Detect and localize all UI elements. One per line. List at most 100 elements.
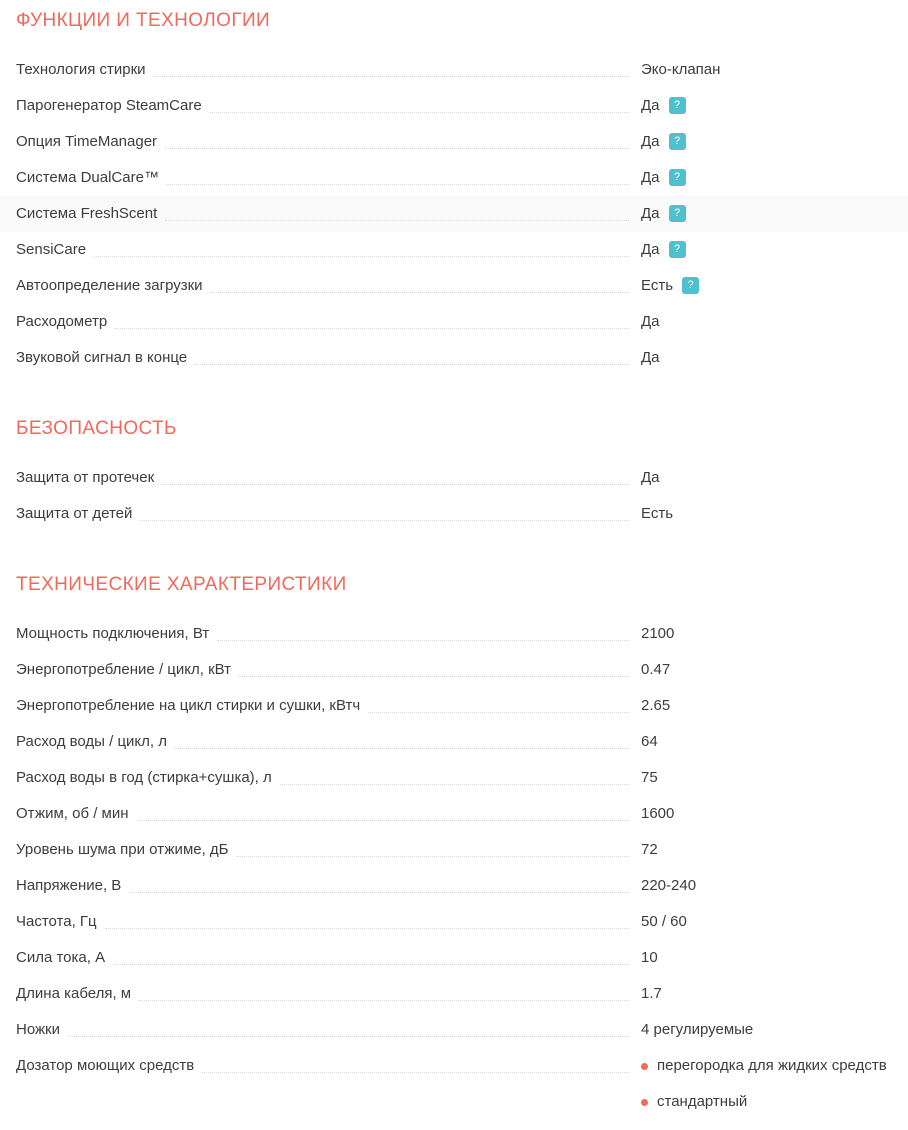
help-icon[interactable]: ?	[668, 96, 686, 114]
spec-row: Расход воды / цикл, л 64	[0, 724, 908, 760]
spec-value-text: Есть	[641, 277, 674, 294]
dotted-leader	[210, 268, 629, 293]
spec-value: Да?	[641, 232, 892, 268]
spec-label: Парогенератор SteamCare	[16, 97, 202, 114]
spec-row: Дозатор моющих средств перегородка для жи…	[0, 1048, 908, 1120]
spec-value: 50 / 60	[641, 904, 892, 940]
dotted-leader	[129, 868, 629, 893]
spec-sections-container: ФУНКЦИИ И ТЕХНОЛОГИИ Технология стирки Эко…	[0, 10, 908, 1120]
dotted-leader	[140, 496, 629, 521]
spec-value-text: Да	[641, 133, 660, 150]
help-icon[interactable]: ?	[668, 240, 686, 258]
spec-value: перегородка для жидких средств стандартны…	[641, 1048, 892, 1120]
spec-value: Да?	[641, 88, 892, 124]
spec-label: Технология стирки	[16, 61, 146, 78]
bullet-icon	[641, 1062, 648, 1070]
spec-value: 220-240	[641, 868, 892, 904]
spec-value: Да?	[641, 160, 892, 196]
spec-row: Энергопотребление / цикл, кВт 0.47	[0, 652, 908, 688]
spec-value-text: 72	[641, 841, 658, 858]
spec-label: Расход воды / цикл, л	[16, 733, 168, 750]
spec-value-text: 50 / 60	[641, 913, 687, 930]
spec-value: 4 регулируемые	[641, 1012, 892, 1048]
spec-row: Звуковой сигнал в конце Да	[0, 340, 908, 376]
section-title: ФУНКЦИИ И ТЕХНОЛОГИИ	[16, 10, 271, 31]
spec-row: Защита от протечек Да	[0, 460, 908, 496]
dotted-leader	[239, 652, 629, 677]
spec-value-text: перегородка для жидких средств	[657, 1057, 887, 1074]
help-icon[interactable]: ?	[668, 204, 686, 222]
spec-value-text: 2.65	[641, 697, 671, 714]
spec-label: Энергопотребление / цикл, кВт	[16, 661, 232, 678]
spec-value: 1.7	[641, 976, 892, 1012]
spec-row: Парогенератор SteamCare Да?	[0, 88, 908, 124]
bullet-icon	[641, 1098, 648, 1106]
dotted-leader	[115, 304, 629, 329]
dotted-leader	[236, 832, 629, 857]
spec-label: Защита от детей	[16, 505, 133, 522]
dotted-leader	[165, 124, 629, 149]
spec-value-text: Да	[641, 313, 660, 330]
spec-value-text: Да	[641, 169, 660, 186]
help-icon[interactable]: ?	[668, 132, 686, 150]
spec-label: Расходометр	[16, 313, 108, 330]
spec-label: Система DualCare™	[16, 169, 159, 186]
spec-value: 1600	[641, 796, 892, 832]
dotted-leader	[153, 52, 629, 77]
dotted-leader	[104, 904, 629, 929]
spec-value: 72	[641, 832, 892, 868]
spec-row: Расход воды в год (стирка+сушка), л 75	[0, 760, 908, 796]
spec-value-text: 1.7	[641, 985, 662, 1002]
spec-value-list-item: перегородка для жидких средств	[641, 1048, 892, 1084]
spec-label: Частота, Гц	[16, 913, 97, 930]
spec-value: 75	[641, 760, 892, 796]
spec-value-text: 220-240	[641, 877, 697, 894]
spec-section: БЕЗОПАСНОСТЬ Защита от протечек Да Защита о…	[0, 418, 908, 532]
spec-value: Да?	[641, 124, 892, 160]
spec-label: Длина кабеля, м	[16, 985, 132, 1002]
spec-value-text: Есть	[641, 505, 674, 522]
spec-row: Система DualCare™ Да?	[0, 160, 908, 196]
spec-label: Ножки	[16, 1021, 60, 1038]
spec-value: Эко-клапан	[641, 52, 892, 88]
spec-value-text: Эко-клапан	[641, 61, 721, 78]
dotted-leader	[217, 616, 629, 641]
dotted-leader	[175, 724, 629, 749]
spec-label: Система FreshScent	[16, 205, 158, 222]
spec-row: Защита от детей Есть	[0, 496, 908, 532]
spec-label: Мощность подключения, Вт	[16, 625, 210, 642]
spec-row: Сила тока, А 10	[0, 940, 908, 976]
spec-label: Дозатор моющих средств	[16, 1057, 195, 1074]
spec-value: Есть?	[641, 268, 892, 304]
spec-value: Да	[641, 460, 892, 496]
dotted-leader	[94, 232, 629, 257]
spec-value-text: 1600	[641, 805, 675, 822]
spec-row: Расходометр Да	[0, 304, 908, 340]
spec-value: 2100	[641, 616, 892, 652]
spec-section: ФУНКЦИИ И ТЕХНОЛОГИИ Технология стирки Эко…	[0, 10, 908, 376]
spec-row: SensiCare Да?	[0, 232, 908, 268]
spec-value-text: Да	[641, 205, 660, 222]
dotted-leader	[139, 976, 629, 1001]
spec-label: Защита от протечек	[16, 469, 155, 486]
spec-label: Звуковой сигнал в конце	[16, 349, 188, 366]
spec-value-text: 2100	[641, 625, 675, 642]
spec-row: Частота, Гц 50 / 60	[0, 904, 908, 940]
section-title: ТЕХНИЧЕСКИЕ ХАРАКТЕРИСТИКИ	[16, 574, 347, 595]
spec-label: Автоопределение загрузки	[16, 277, 203, 294]
spec-label: Отжим, об / мин	[16, 805, 129, 822]
spec-label: Напряжение, В	[16, 877, 122, 894]
spec-value-text: 10	[641, 949, 658, 966]
spec-row: Ножки 4 регулируемые	[0, 1012, 908, 1048]
help-icon[interactable]: ?	[682, 276, 700, 294]
spec-label: Расход воды в год (стирка+сушка), л	[16, 769, 272, 786]
spec-label: SensiCare	[16, 241, 87, 258]
help-icon[interactable]: ?	[668, 168, 686, 186]
spec-value: Да	[641, 304, 892, 340]
spec-value: Да?	[641, 196, 892, 232]
spec-value-text: Да	[641, 241, 660, 258]
spec-value-text: Да	[641, 349, 660, 366]
spec-row: Автоопределение загрузки Есть?	[0, 268, 908, 304]
spec-value: Да	[641, 340, 892, 376]
